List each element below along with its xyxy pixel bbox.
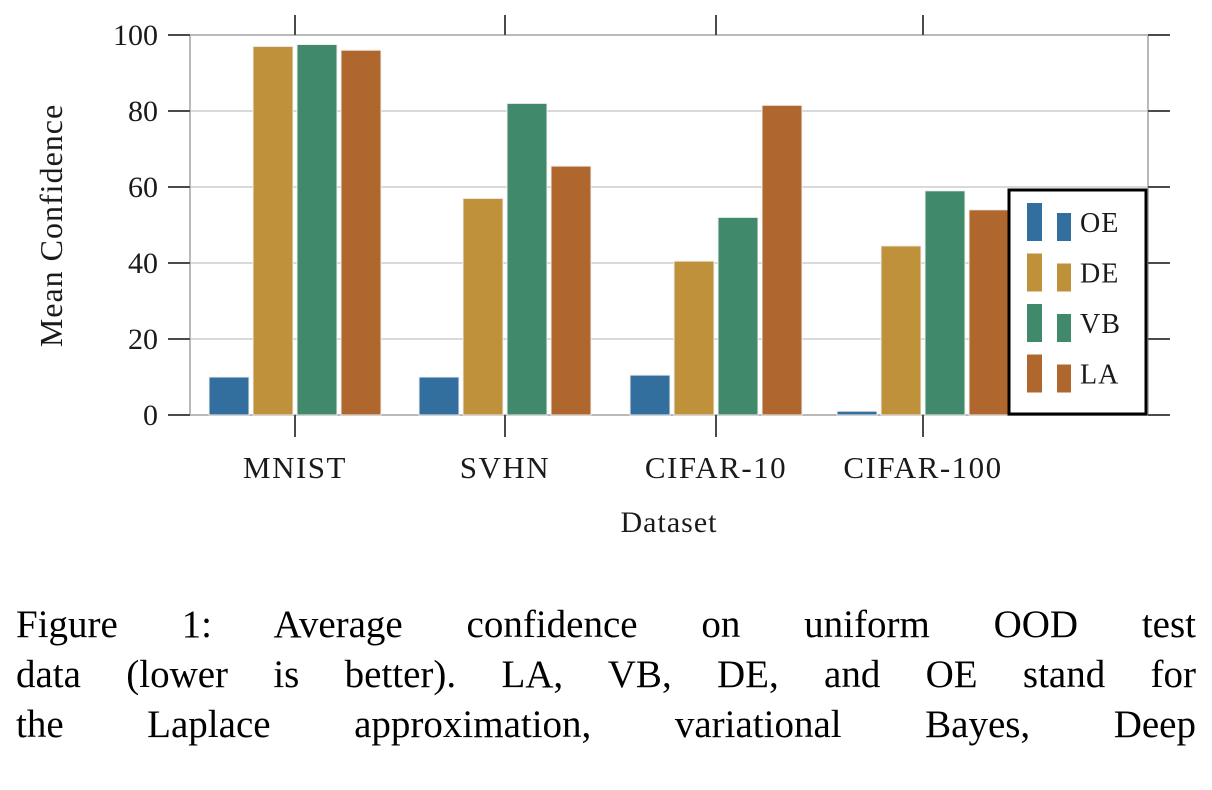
legend-label-oe: OE — [1080, 208, 1119, 239]
bar-vb-cifar-100 — [924, 190, 966, 416]
caption-line-3: the Laplace approximation, variational B… — [16, 703, 1196, 746]
x-axis-label: Dataset — [621, 506, 718, 539]
x-category-label-cifar-100: CIFAR-100 — [843, 450, 1002, 485]
bar-de-cifar-100 — [880, 245, 922, 416]
caption-line-1: Figure 1: Average confidence on uniform … — [16, 603, 1196, 646]
legend-label-de: DE — [1080, 259, 1119, 290]
bar-la-svhn — [550, 165, 592, 416]
y-tick-label-20: 20 — [128, 323, 158, 356]
bar-oe-cifar-10 — [629, 374, 671, 416]
y-tick-label-0: 0 — [143, 399, 158, 432]
legend-label-la: LA — [1080, 360, 1119, 391]
x-category-label-svhn: SVHN — [460, 450, 550, 485]
bar-vb-mnist — [296, 44, 338, 416]
legend-swatch-tall-la — [1027, 354, 1042, 393]
bar-de-mnist — [252, 45, 294, 416]
legend-swatch-short-oe — [1057, 213, 1071, 241]
bar-oe-cifar-100 — [836, 410, 878, 416]
legend-swatch-tall-oe — [1027, 203, 1042, 241]
bar-vb-svhn — [506, 102, 548, 416]
y-tick-label-60: 60 — [128, 171, 158, 204]
mean-confidence-bar-chart: 0 20 40 60 80 100 MNIST SVHN CIFAR-10 CIFAR-100 Da… — [33, 15, 1170, 539]
bar-de-cifar-10 — [673, 260, 715, 416]
legend-swatch-tall-vb — [1027, 304, 1042, 342]
bar-la-mnist — [340, 49, 382, 416]
legend-swatch-short-vb — [1057, 314, 1071, 342]
y-tick-label-40: 40 — [128, 247, 158, 280]
legend-swatch-short-la — [1057, 364, 1071, 393]
y-tick-label-100: 100 — [113, 19, 158, 52]
legend-swatch-short-de — [1057, 263, 1071, 292]
legend-label-vb: VB — [1080, 309, 1121, 340]
x-category-label-mnist: MNIST — [243, 450, 347, 485]
caption-line-2: data (lower is better). LA, VB, DE, and … — [16, 653, 1196, 696]
y-axis-label: Mean Confidence — [33, 104, 69, 347]
bar-la-cifar-100 — [968, 209, 1010, 416]
legend-swatch-tall-de — [1027, 253, 1042, 292]
bar-oe-svhn — [418, 376, 460, 416]
bar-chart-figure: 0 20 40 60 80 100 MNIST SVHN CIFAR-10 CIFAR-100 Da… — [33, 15, 1170, 539]
x-category-label-cifar-10: CIFAR-10 — [645, 450, 787, 485]
y-tick-label-80: 80 — [128, 95, 158, 128]
bar-de-svhn — [462, 197, 504, 416]
figure-caption: Figure 1: Average confidence on uniform … — [0, 600, 1212, 750]
bar-oe-mnist — [208, 376, 250, 416]
bar-vb-cifar-10 — [717, 216, 759, 416]
bar-la-cifar-10 — [761, 104, 803, 416]
